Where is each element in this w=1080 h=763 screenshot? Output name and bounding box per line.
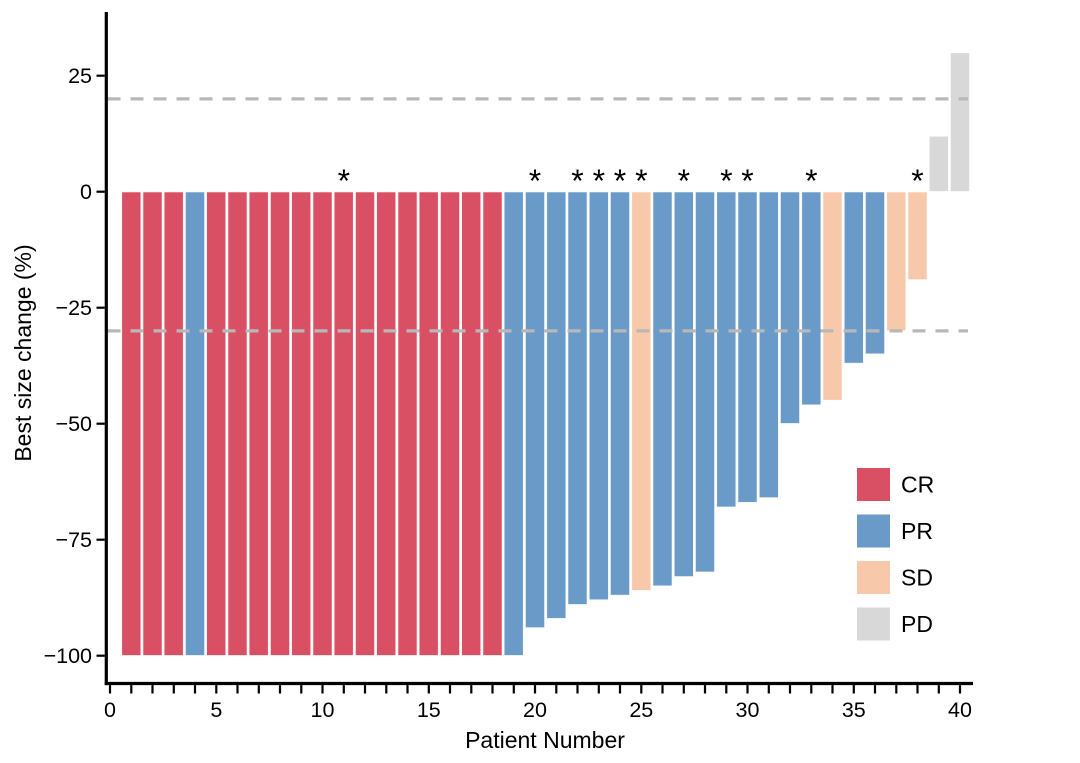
bar-patient-36-pr [864, 191, 886, 355]
x-axis: 0 5 10 15 20 25 30 35 40 [104, 681, 973, 722]
bar-patient-26-pr [652, 191, 673, 587]
bar-patient-29-pr [715, 191, 737, 508]
star-annotation-patient-22: * [571, 163, 583, 199]
legend-label-cr: CR [901, 472, 934, 498]
x-axis-title: Patient Number [465, 727, 625, 753]
legend-label-pd: PD [901, 611, 933, 637]
x-tick-label-0: 0 [104, 698, 116, 722]
bar-patient-18-cr [482, 191, 503, 657]
star-annotation-patient-23: * [593, 163, 605, 199]
bar-patient-34-sd [822, 191, 843, 402]
bar-patient-16-cr [439, 191, 461, 657]
y-axis-title: Best size change (%) [10, 244, 36, 461]
star-annotation-patient-20: * [529, 163, 541, 199]
bar-patient-31-pr [758, 191, 780, 499]
bar-patient-15-cr [418, 191, 440, 657]
star-annotation-patient-29: * [720, 163, 732, 199]
x-tick-label-30: 30 [736, 698, 760, 722]
star-annotation-patient-25: * [635, 163, 647, 199]
y-tick-label--25: −25 [56, 296, 93, 320]
bar-patient-40-pd [949, 51, 971, 193]
x-tick-label-35: 35 [842, 698, 866, 722]
legend-swatch-pd [857, 607, 890, 641]
bar-patient-1-cr [120, 191, 142, 657]
bar-patient-24-pr [609, 191, 631, 597]
legend-label-sd: SD [901, 565, 933, 591]
bar-patient-27-pr [673, 191, 695, 578]
bar-patient-32-pr [779, 191, 801, 425]
bar-patient-7-cr [248, 191, 270, 657]
bar-patient-6-cr [227, 191, 248, 657]
bar-patient-4-pr [184, 191, 206, 657]
x-tick-label-10: 10 [311, 698, 335, 722]
bar-patient-35-pr [843, 191, 865, 364]
bar-patient-20-pr [524, 191, 546, 629]
x-tick-label-25: 25 [629, 698, 653, 722]
star-annotation-patient-24: * [614, 163, 626, 199]
legend-label-pr: PR [901, 518, 933, 544]
bar-patient-33-pr [800, 191, 822, 406]
x-tick-label-15: 15 [417, 698, 441, 722]
legend-swatch-pr [857, 514, 890, 548]
x-tick-label-20: 20 [523, 698, 547, 722]
bar-patient-23-pr [588, 191, 610, 601]
y-tick-label-25: 25 [68, 64, 92, 88]
star-annotations: * * * * * * * * * * * [338, 163, 924, 199]
bar-patient-17-cr [460, 191, 482, 657]
bar-patient-10-cr [312, 191, 333, 657]
legend-swatch-cr [857, 468, 890, 501]
x-tick-label-40: 40 [948, 698, 972, 722]
y-axis: 25 0 −25 −50 −75 −100 [44, 12, 108, 686]
y-tick-label--75: −75 [56, 528, 93, 552]
bar-patient-11-cr [333, 191, 355, 657]
bar-patient-39-pd [928, 135, 950, 193]
bar-patient-22-pr [567, 191, 588, 606]
y-tick-label-0: 0 [80, 180, 92, 204]
bar-patient-30-pr [737, 191, 758, 504]
bars [120, 51, 971, 657]
bar-patient-5-cr [205, 191, 227, 657]
star-annotation-patient-27: * [678, 163, 690, 199]
bar-patient-19-pr [503, 191, 525, 657]
reference-lines [107, 97, 968, 333]
y-tick-label--50: −50 [56, 412, 93, 436]
bar-patient-14-cr [397, 191, 418, 657]
y-tick-label--100: −100 [44, 644, 92, 668]
star-annotation-patient-38: * [911, 163, 923, 199]
bar-patient-25-sd [630, 191, 652, 592]
bar-patient-2-cr [142, 191, 163, 657]
bar-patient-8-cr [269, 191, 291, 657]
bar-patient-13-cr [375, 191, 397, 657]
star-annotation-patient-11: * [338, 163, 350, 199]
bar-patient-9-cr [290, 191, 312, 657]
x-tick-label-5: 5 [210, 698, 222, 722]
bar-patient-12-cr [354, 191, 376, 657]
bar-patient-38-sd [907, 191, 928, 281]
bar-patient-28-pr [694, 191, 716, 573]
bar-patient-21-pr [545, 191, 567, 620]
bar-patient-37-sd [885, 191, 907, 332]
bar-patient-3-cr [163, 191, 185, 657]
star-annotation-patient-33: * [805, 163, 817, 199]
star-annotation-patient-30: * [741, 163, 753, 199]
legend: CR PR SD PD [857, 468, 934, 641]
legend-swatch-sd [857, 561, 890, 594]
